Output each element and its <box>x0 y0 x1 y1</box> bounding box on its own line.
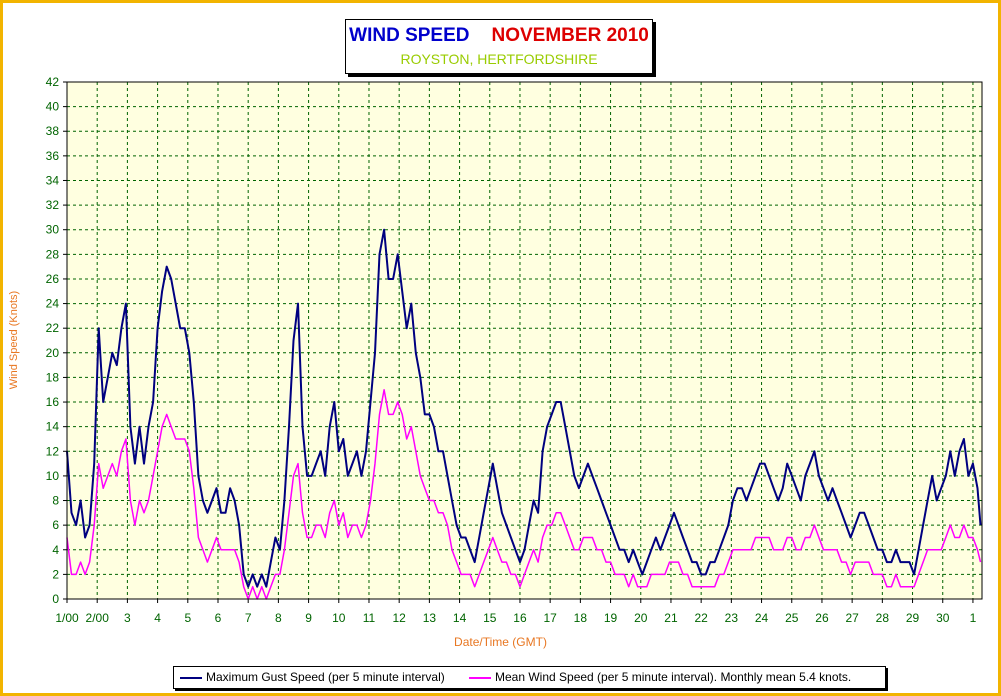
x-tick-label: 12 <box>392 611 406 625</box>
chart-subtitle: ROYSTON, HERTFORDSHIRE <box>400 51 598 67</box>
x-tick-label: 15 <box>483 611 497 625</box>
x-tick-label: 6 <box>215 611 222 625</box>
y-tick-label: 22 <box>46 321 60 335</box>
x-tick-label: 9 <box>305 611 312 625</box>
x-tick-label: 2/00 <box>86 611 110 625</box>
x-tick-label: 19 <box>604 611 618 625</box>
legend-swatch-mean <box>469 677 491 679</box>
y-tick-label: 8 <box>52 494 59 508</box>
x-tick-label: 18 <box>574 611 588 625</box>
x-tick-label: 13 <box>423 611 437 625</box>
x-tick-label: 26 <box>815 611 829 625</box>
y-tick-label: 2 <box>52 567 59 581</box>
y-tick-label: 26 <box>46 272 60 286</box>
y-tick-label: 32 <box>46 198 60 212</box>
x-tick-label: 24 <box>755 611 769 625</box>
x-tick-label: 28 <box>876 611 890 625</box>
x-axis-title: Date/Time (GMT) <box>454 635 547 649</box>
series-line-mean-wind <box>66 388 982 600</box>
x-tick-label: 16 <box>513 611 527 625</box>
y-tick-label: 16 <box>46 395 60 409</box>
y-tick-label: 24 <box>46 297 60 311</box>
title-month: NOVEMBER 2010 <box>491 25 649 46</box>
x-tick-label: 23 <box>725 611 739 625</box>
chart-title: WIND SPEED NOVEMBER 2010 <box>346 25 652 47</box>
y-tick-label: 36 <box>46 149 60 163</box>
chart-legend: Maximum Gust Speed (per 5 minute interva… <box>173 666 886 689</box>
x-tick-label: 3 <box>124 611 131 625</box>
y-tick-label: 0 <box>52 592 59 606</box>
x-tick-label: 8 <box>275 611 282 625</box>
y-tick-label: 30 <box>46 223 60 237</box>
x-tick-label: 17 <box>543 611 557 625</box>
y-tick-label: 42 <box>46 75 60 89</box>
x-tick-label: 1/00 <box>55 611 79 625</box>
y-tick-label: 20 <box>46 346 60 360</box>
x-tick-label: 4 <box>154 611 161 625</box>
x-tick-label: 20 <box>634 611 648 625</box>
y-tick-label: 4 <box>52 543 59 557</box>
y-tick-label: 34 <box>46 173 60 187</box>
plot-border <box>66 81 983 600</box>
x-tick-label: 14 <box>453 611 467 625</box>
x-tick-label: 7 <box>245 611 252 625</box>
legend-label-gust: Maximum Gust Speed (per 5 minute interva… <box>206 670 445 684</box>
x-tick-label: 21 <box>664 611 678 625</box>
y-tick-label: 28 <box>46 247 60 261</box>
series-line-max-gust <box>66 228 982 588</box>
y-tick-label: 10 <box>46 469 60 483</box>
title-wind-speed: WIND SPEED <box>349 25 470 46</box>
plot-area <box>67 82 982 599</box>
x-tick-label: 1 <box>970 611 977 625</box>
x-tick-label: 25 <box>785 611 799 625</box>
y-tick-label: 14 <box>46 420 60 434</box>
y-tick-label: 12 <box>46 444 60 458</box>
x-tick-label: 27 <box>845 611 859 625</box>
y-tick-label: 6 <box>52 518 59 532</box>
x-tick-label: 22 <box>694 611 708 625</box>
y-axis-title: Wind Speed (Knots) <box>8 290 20 390</box>
x-tick-label: 10 <box>332 611 346 625</box>
y-tick-label: 18 <box>46 370 60 384</box>
x-tick-label: 5 <box>184 611 191 625</box>
title-box: WIND SPEED NOVEMBER 2010 ROYSTON, HERTFOR… <box>345 19 653 74</box>
y-tick-label: 40 <box>46 100 60 114</box>
y-tick-label: 38 <box>46 124 60 138</box>
x-tick-label: 11 <box>363 611 376 625</box>
x-tick-label: 30 <box>936 611 950 625</box>
legend-label-mean: Mean Wind Speed (per 5 minute interval).… <box>495 670 852 684</box>
legend-swatch-gust <box>180 677 202 679</box>
x-tick-label: 29 <box>906 611 920 625</box>
